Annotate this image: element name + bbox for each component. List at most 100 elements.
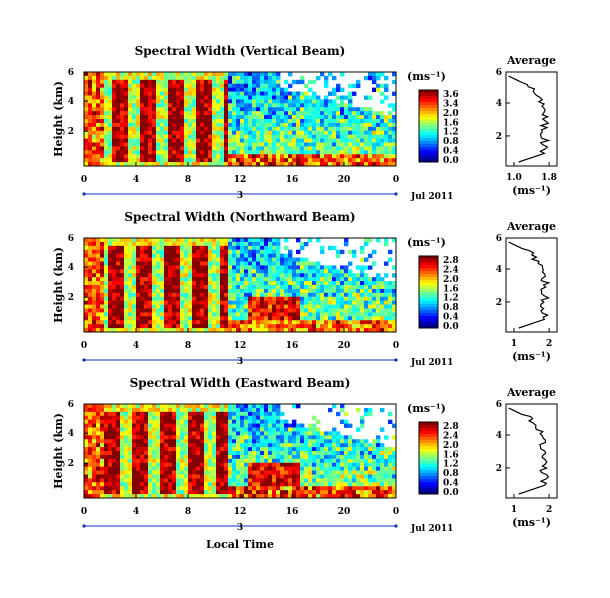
heatmap-cell: [128, 261, 133, 266]
heatmap-cell: [172, 486, 177, 491]
heatmap-cell: [172, 130, 177, 136]
heatmap-cell: [256, 238, 261, 243]
heatmap-cell: [292, 470, 297, 475]
heatmap-cell: [360, 288, 365, 294]
heatmap-cell: [148, 99, 153, 104]
heatmap-cell: [288, 103, 293, 108]
heatmap-cell: [224, 478, 229, 483]
heatmap-cell: [328, 72, 333, 77]
heatmap-cell: [328, 162, 333, 167]
heatmap-cell: [268, 87, 273, 92]
heatmap-cell: [348, 324, 353, 329]
heatmap-cell: [296, 324, 301, 329]
heatmap-cell: [116, 411, 121, 417]
heatmap-cell: [184, 415, 189, 421]
heatmap-cell: [124, 119, 129, 124]
heatmap-cell: [100, 462, 105, 468]
heatmap-cell: [348, 126, 353, 132]
colorbar-tick-label: 0.0: [443, 322, 459, 332]
heatmap-cell: [284, 277, 289, 282]
heatmap-cell: [240, 292, 245, 298]
heatmap-cell: [348, 138, 353, 143]
heatmap-cell: [180, 126, 185, 132]
heatmap-cell: [328, 435, 333, 440]
heatmap-cell: [292, 122, 297, 128]
heatmap-cell: [328, 158, 333, 163]
heatmap-cell: [184, 281, 189, 286]
heatmap-cell: [180, 462, 185, 468]
heatmap-cell: [116, 443, 121, 448]
heatmap-cell: [172, 273, 177, 278]
heatmap-cell: [276, 494, 281, 499]
heatmap-cell: [224, 490, 229, 495]
heatmap-cell: [364, 288, 369, 294]
heatmap-cell: [284, 281, 289, 286]
heatmap-cell: [324, 75, 329, 81]
heatmap-cell: [160, 154, 165, 159]
heatmap-cell: [376, 83, 381, 89]
heatmap-cell: [168, 269, 173, 274]
heatmap-cell: [344, 285, 349, 290]
heatmap-cell: [292, 443, 297, 448]
heatmap-cell: [232, 277, 237, 282]
heatmap-cell: [168, 454, 173, 460]
heatmap-cell: [116, 158, 121, 163]
heatmap-cell: [156, 482, 161, 487]
heatmap-cell: [272, 154, 277, 159]
heatmap-cell: [172, 415, 177, 421]
heatmap-cell: [212, 265, 217, 270]
heatmap-cell: [184, 79, 189, 85]
heatmap-cell: [176, 138, 181, 143]
heatmap-cell: [220, 300, 225, 305]
heatmap-cell: [200, 146, 205, 151]
heatmap-cell: [304, 443, 309, 448]
heatmap-cell: [120, 146, 125, 151]
heatmap-cell: [180, 316, 185, 321]
heatmap-cell: [208, 111, 213, 116]
heatmap-cell: [256, 134, 261, 139]
heatmap-cell: [112, 277, 117, 282]
heatmap-cell: [168, 490, 173, 495]
heatmap-cell: [100, 95, 105, 100]
heatmap-cell: [180, 162, 185, 167]
heatmap-cell: [236, 130, 241, 136]
heatmap-cell: [236, 454, 241, 460]
heatmap-cell: [220, 95, 225, 100]
colorbar-swatch: [419, 153, 438, 157]
heatmap-cell: [128, 415, 133, 421]
heatmap-cell: [124, 146, 129, 151]
heatmap-cell: [188, 265, 193, 270]
heatmap-cell: [128, 404, 133, 409]
colorbar-swatch: [419, 271, 438, 275]
heatmap-cell: [292, 111, 297, 116]
heatmap-cell: [224, 99, 229, 104]
heatmap-cell: [232, 273, 237, 278]
heatmap-cell: [160, 482, 165, 487]
heatmap-cell: [256, 419, 261, 424]
heatmap-cell: [180, 292, 185, 298]
heatmap-cell: [252, 126, 257, 132]
heatmap-cell: [244, 474, 249, 479]
heatmap-cell: [108, 486, 113, 491]
heatmap-cell: [184, 427, 189, 432]
heatmap-cell: [260, 273, 265, 278]
heatmap-cell: [244, 320, 249, 325]
heatmap-cell: [380, 91, 385, 96]
heatmap-cell: [184, 454, 189, 460]
heatmap-cell: [264, 79, 269, 85]
heatmap-cell: [320, 162, 325, 167]
heatmap-cell: [308, 443, 313, 448]
heatmap-cell: [92, 130, 97, 136]
heatmap-cell: [212, 134, 217, 139]
heatmap-cell: [160, 134, 165, 139]
heatmap-cell: [184, 490, 189, 495]
heatmap-cell: [384, 142, 389, 147]
heatmap-cell: [92, 285, 97, 290]
heatmap-cell: [376, 154, 381, 159]
heatmap-cell: [248, 261, 253, 266]
heatmap-cell: [108, 162, 113, 167]
heatmap-cell: [132, 462, 137, 468]
heatmap-cell: [116, 79, 121, 85]
heatmap-cell: [184, 261, 189, 266]
heatmap-cell: [304, 95, 309, 100]
